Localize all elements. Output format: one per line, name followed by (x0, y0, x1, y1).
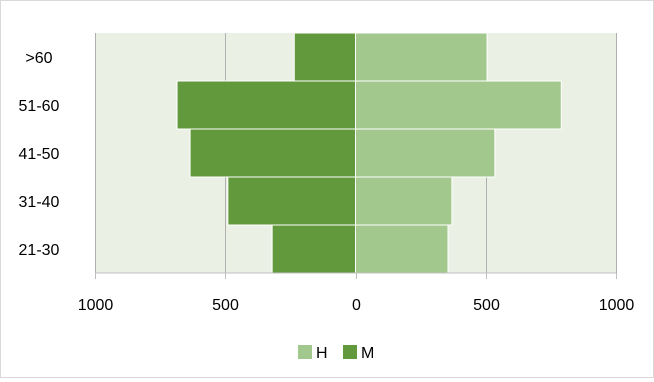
y-tick-label-3: 31-40 (19, 194, 60, 211)
x-tick-label-2: 0 (352, 297, 361, 314)
y-axis: >60 51-60 41-50 31-40 21-30 (19, 50, 60, 259)
bar-M-4 (272, 225, 355, 273)
x-axis: 1000 500 0 500 1000 (78, 273, 635, 314)
y-tick-label-1: 51-60 (19, 98, 60, 115)
x-tick-label-3: 500 (473, 297, 500, 314)
legend-label-M: M (361, 345, 374, 362)
x-tick-label-1: 500 (212, 297, 239, 314)
bar-H-2 (356, 129, 495, 177)
legend-swatch-M (343, 345, 357, 359)
bar-H-1 (356, 81, 562, 129)
bar-H-0 (356, 33, 488, 81)
x-tick-label-4: 1000 (599, 297, 635, 314)
y-tick-label-0: >60 (25, 50, 52, 67)
bar-M-3 (228, 177, 356, 225)
bar-M-0 (294, 33, 355, 81)
bar-M-1 (177, 81, 355, 129)
x-tick-label-0: 1000 (78, 297, 114, 314)
legend-swatch-H (298, 345, 312, 359)
y-tick-label-4: 21-30 (19, 242, 60, 259)
bar-H-3 (356, 177, 452, 225)
y-tick-label-2: 41-50 (19, 146, 60, 163)
bar-H-4 (356, 225, 448, 273)
legend-label-H: H (316, 345, 328, 362)
bar-M-2 (190, 129, 355, 177)
